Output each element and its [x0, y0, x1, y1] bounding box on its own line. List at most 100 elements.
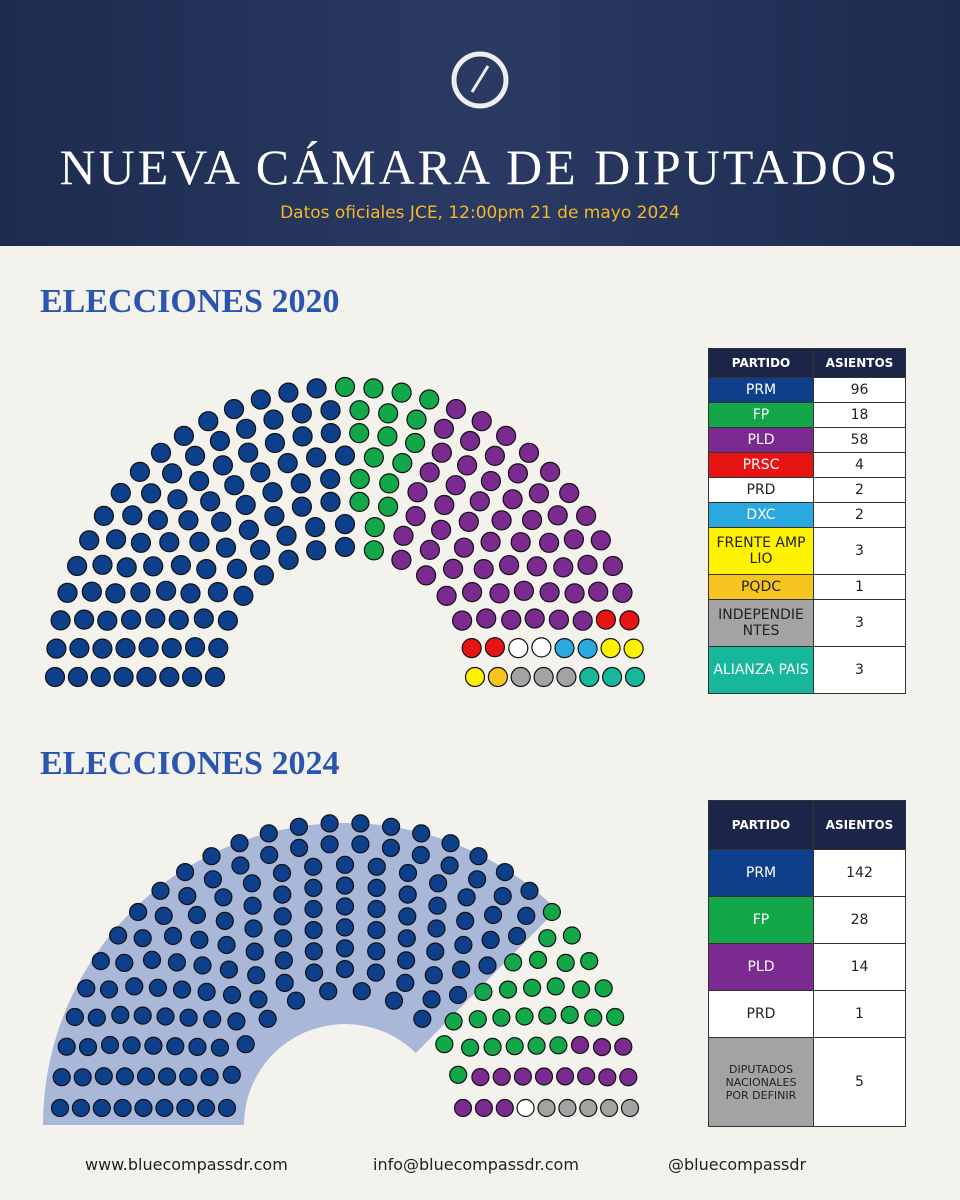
seat: [159, 532, 180, 553]
seat: [217, 1098, 237, 1118]
seat: [513, 1067, 533, 1086]
seat: [78, 1037, 98, 1057]
seat: [499, 554, 520, 576]
table-cell: FP: [708, 896, 814, 944]
seat: [335, 855, 355, 874]
seat: [208, 637, 229, 659]
seat: [461, 1038, 480, 1057]
seat: [151, 881, 170, 900]
seat: [396, 973, 415, 993]
seat: [320, 468, 341, 490]
seat: [542, 902, 562, 922]
seat: [122, 1036, 141, 1055]
seat: [159, 666, 180, 688]
seat: [553, 557, 574, 578]
seat: [247, 966, 266, 985]
seat: [178, 886, 197, 906]
seat: [510, 666, 531, 688]
seat: [276, 525, 297, 546]
table-cell: 18: [813, 402, 906, 428]
seat: [391, 549, 412, 571]
table-cell: 1: [813, 574, 906, 600]
seat: [580, 951, 599, 971]
seat: [113, 1098, 132, 1118]
seat: [111, 1005, 130, 1025]
seat: [588, 581, 609, 602]
seat: [424, 966, 443, 985]
seat: [217, 935, 236, 955]
seat: [452, 610, 473, 631]
header-cell: ASIENTOS: [813, 800, 906, 850]
party-seats: [435, 902, 625, 1084]
table-cell: DIPUTADOS NACIONALES POR DEFINIR: [708, 1037, 814, 1127]
seat: [290, 838, 309, 858]
seat: [46, 638, 67, 659]
seat: [481, 930, 500, 950]
seat: [614, 1037, 633, 1056]
seat: [290, 473, 311, 494]
seat: [215, 537, 237, 558]
seat: [623, 638, 644, 659]
seat: [57, 1037, 76, 1056]
seat: [426, 942, 445, 961]
seat: [602, 555, 624, 577]
table-cell: 1: [813, 990, 906, 1038]
seat: [320, 835, 339, 854]
party-seats: [334, 376, 440, 561]
party-seats: [508, 637, 552, 659]
seat: [66, 555, 88, 577]
seat: [560, 1005, 579, 1025]
seat: [335, 876, 355, 895]
seat: [259, 824, 278, 843]
seat: [382, 817, 401, 836]
seat: [108, 926, 128, 945]
party-seats: [391, 399, 633, 631]
seat: [491, 510, 512, 531]
seat: [50, 1098, 70, 1118]
seat: [453, 537, 475, 558]
chart-title: ELECCIONES 2020: [40, 283, 340, 320]
party-seats: [50, 814, 539, 1118]
table-cell: 2: [813, 477, 906, 503]
party-seats: [453, 1035, 638, 1118]
seat: [179, 1008, 198, 1027]
seat: [413, 1009, 432, 1028]
table-cell: 3: [813, 527, 906, 575]
seat: [185, 445, 206, 466]
seat: [507, 926, 527, 946]
seat: [113, 666, 134, 688]
seat: [624, 666, 646, 688]
party-seats: [516, 1098, 535, 1118]
seat: [235, 494, 256, 516]
seat: [187, 905, 206, 925]
seat: [178, 510, 199, 531]
seat: [71, 1098, 91, 1118]
seat: [434, 494, 455, 516]
table-cell: DXC: [708, 502, 814, 528]
seat: [289, 817, 308, 836]
seat: [510, 532, 531, 553]
seat: [258, 1009, 277, 1028]
seat: [600, 637, 621, 659]
seat: [320, 814, 339, 833]
seat: [273, 907, 292, 926]
seat: [367, 920, 386, 940]
seat: [122, 505, 143, 526]
seat: [397, 951, 416, 970]
seat: [185, 637, 206, 658]
seat: [528, 483, 550, 504]
seat: [222, 1065, 241, 1084]
table-row: ALIANZA PAIS 3: [708, 646, 906, 694]
seat: [136, 1067, 156, 1086]
seat: [349, 491, 370, 512]
seat: [156, 580, 177, 601]
seat: [538, 1006, 557, 1025]
seat: [427, 919, 446, 938]
seat: [133, 1006, 152, 1025]
seat: [453, 1098, 473, 1118]
seat: [223, 399, 245, 420]
seat: [577, 554, 598, 575]
seat: [502, 489, 523, 510]
seat: [198, 411, 219, 432]
seat: [441, 834, 460, 853]
